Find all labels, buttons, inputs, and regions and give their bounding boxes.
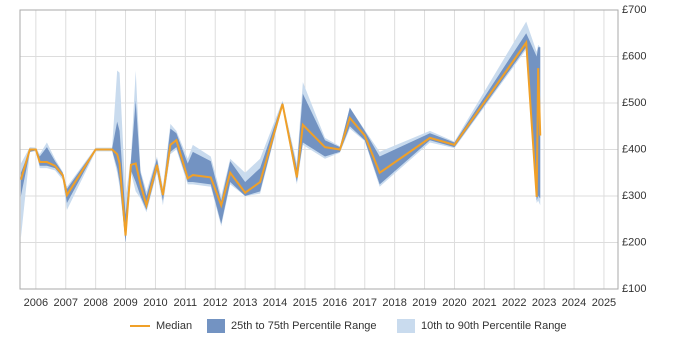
legend-swatch — [397, 319, 415, 333]
y-tick-label: £300 — [622, 190, 646, 202]
legend-label: Median — [156, 320, 192, 332]
median-line — [19, 39, 542, 236]
legend-swatch — [207, 319, 225, 333]
x-tick-label: 2007 — [54, 297, 78, 309]
y-tick-label: £600 — [622, 50, 646, 62]
x-tick-label: 2025 — [592, 297, 616, 309]
y-tick-label: £400 — [622, 143, 646, 155]
x-tick-label: 2012 — [203, 297, 227, 309]
y-tick-label: £200 — [622, 236, 646, 248]
x-tick-label: 2013 — [233, 297, 257, 309]
y-tick-label: £100 — [622, 283, 646, 295]
legend-label: 25th to 75th Percentile Range — [231, 320, 377, 332]
x-tick-label: 2016 — [323, 297, 347, 309]
y-tick-label: £700 — [622, 4, 646, 16]
percentile-band — [20, 33, 541, 243]
x-tick-label: 2014 — [263, 297, 287, 309]
x-tick-label: 2010 — [143, 297, 167, 309]
x-tick-label: 2024 — [562, 297, 586, 309]
y-tick-label: £500 — [622, 97, 646, 109]
x-tick-label: 2009 — [113, 297, 137, 309]
x-tick-label: 2008 — [83, 297, 107, 309]
x-tick-label: 2019 — [412, 297, 436, 309]
x-tick-label: 2015 — [293, 297, 317, 309]
x-tick-label: 2023 — [532, 297, 556, 309]
x-tick-label: 2022 — [502, 297, 526, 309]
x-tick-label: 2017 — [353, 297, 377, 309]
x-tick-label: 2020 — [442, 297, 466, 309]
legend-label: 10th to 90th Percentile Range — [421, 320, 567, 332]
x-tick-label: 2011 — [174, 297, 198, 309]
x-tick-label: 2021 — [472, 297, 496, 309]
plot-frame — [19, 9, 619, 290]
x-tick-label: 2006 — [24, 297, 48, 309]
x-tick-label: 2018 — [382, 297, 406, 309]
